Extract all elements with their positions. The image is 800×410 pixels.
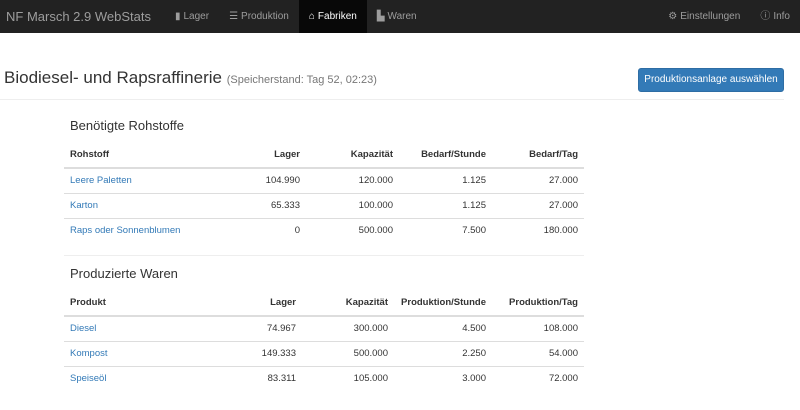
table-cell: Leere Paletten <box>64 167 239 193</box>
table-cell: Kompost <box>64 340 204 366</box>
navbar: NF Marsch 2.9 WebStats ▮ Lager ☰ Produktio… <box>0 0 800 33</box>
table-cell: 27.000 <box>492 192 584 218</box>
table-cell: 1.125 <box>399 192 492 218</box>
nav-label: Fabriken <box>317 11 357 22</box>
page-title: Biodiesel- und Rapsraffinerie (Speichers… <box>4 68 377 88</box>
table-cell: 2.250 <box>394 340 492 366</box>
table-cell: Speiseöl <box>64 365 204 391</box>
nav-label: Info <box>773 11 790 22</box>
nav-einstellungen[interactable]: ⚙ Einstellungen <box>658 0 750 33</box>
item-link[interactable]: Diesel <box>70 323 97 335</box>
table-cell: 74.967 <box>204 315 302 341</box>
table-cell: 0 <box>239 217 306 243</box>
table-cell: 500.000 <box>302 340 394 366</box>
table-cell: 100.000 <box>306 192 399 218</box>
item-link[interactable]: Karton <box>70 200 98 211</box>
table-cell: 300.000 <box>302 315 394 341</box>
table-row: Speiseöl 83.311 105.000 3.000 72.000 <box>64 365 584 391</box>
column-header: Produktion/Tag <box>492 290 584 317</box>
column-header: Lager <box>239 142 306 169</box>
table-row: Raps oder Sonnenblumen 0 500.000 7.500 180.0… <box>64 217 584 243</box>
table-cell: Diesel <box>64 315 204 341</box>
brand[interactable]: NF Marsch 2.9 WebStats <box>6 9 151 24</box>
nav-fabriken[interactable]: ⌂ Fabriken <box>298 0 367 33</box>
outputs-title: Produzierte Waren <box>70 266 178 281</box>
nav-label: Einstellungen <box>680 11 741 22</box>
nav-lager[interactable]: ▮ Lager <box>165 0 219 33</box>
column-header: Kapazität <box>302 290 394 317</box>
table-cell: 83.311 <box>204 365 302 391</box>
item-link[interactable]: Raps oder Sonnenblumen <box>70 225 181 237</box>
table-row: Kompost 149.333 500.000 2.250 54.000 <box>64 340 584 366</box>
column-header: Kapazität <box>306 142 399 169</box>
title-text: Biodiesel- und Rapsraffinerie <box>4 68 222 87</box>
inputs-section: Benötigte Rohstoffe Rohstoff Lager Kapazit… <box>64 118 584 243</box>
table-cell: 120.000 <box>306 167 399 193</box>
table-cell: 108.000 <box>492 315 584 341</box>
table-cell: 7.500 <box>399 217 492 243</box>
item-link[interactable]: Speiseöl <box>70 373 107 385</box>
column-header: Rohstoff <box>64 142 239 169</box>
table-cell: 1.125 <box>399 167 492 193</box>
info-icon: ⓘ <box>760 11 771 22</box>
box-icon: ▙ <box>376 11 385 22</box>
outputs-section: Produzierte Waren Produkt Lager Kapazität P… <box>64 266 584 391</box>
table-cell: 149.333 <box>204 340 302 366</box>
table-cell: 27.000 <box>492 167 584 193</box>
gear-icon: ⚙ <box>668 11 678 22</box>
page-subtitle: (Speicherstand: Tag 52, 02:23) <box>226 74 377 86</box>
table-cell: 4.500 <box>394 315 492 341</box>
nav-produktion[interactable]: ☰ Produktion <box>219 0 299 33</box>
table-cell: 105.000 <box>302 365 394 391</box>
nav-label: Lager <box>183 11 210 22</box>
column-header: Bedarf/Tag <box>492 142 584 169</box>
table-cell: 3.000 <box>394 365 492 391</box>
table-cell: Raps oder Sonnenblumen <box>64 217 239 243</box>
column-header: Produktion/Stunde <box>394 290 492 317</box>
table-row: Diesel 74.967 300.000 4.500 108.000 <box>64 315 584 341</box>
table-cell: 65.333 <box>239 192 306 218</box>
table-cell: 104.990 <box>239 167 306 193</box>
nav-info[interactable]: ⓘ Info <box>750 0 800 33</box>
item-link[interactable]: Kompost <box>70 348 108 359</box>
table-cell: 54.000 <box>492 340 584 366</box>
table-row: Karton 65.333 100.000 1.125 27.000 <box>64 192 584 218</box>
page-header: Biodiesel- und Rapsraffinerie (Speichers… <box>0 33 784 100</box>
table-cell: 180.000 <box>492 217 584 243</box>
table-cell: Karton <box>64 192 239 218</box>
nav-label: Waren <box>387 11 417 22</box>
bar-chart-icon: ▮ <box>174 11 181 22</box>
item-link[interactable]: Leere Paletten <box>70 175 132 187</box>
nav-waren[interactable]: ▙ Waren <box>367 0 427 33</box>
nav-label: Produktion <box>241 11 289 22</box>
list-icon: ☰ <box>229 11 239 22</box>
select-production-plant-button[interactable]: Produktionsanlage auswählen <box>638 68 784 92</box>
inputs-title: Benötigte Rohstoffe <box>70 118 184 133</box>
inputs-table: Rohstoff Lager Kapazität Bedarf/Stunde Bedar… <box>64 142 584 243</box>
column-header: Bedarf/Stunde <box>399 142 492 169</box>
home-icon: ⌂ <box>308 11 315 22</box>
table-cell: 72.000 <box>492 365 584 391</box>
table-cell: 500.000 <box>306 217 399 243</box>
divider <box>64 255 584 256</box>
column-header: Lager <box>204 290 302 317</box>
table-row: Leere Paletten 104.990 120.000 1.125 27.000 <box>64 167 584 193</box>
outputs-table: Produkt Lager Kapazität Produktion/Stunde Pr… <box>64 290 584 391</box>
column-header: Produkt <box>64 290 204 317</box>
